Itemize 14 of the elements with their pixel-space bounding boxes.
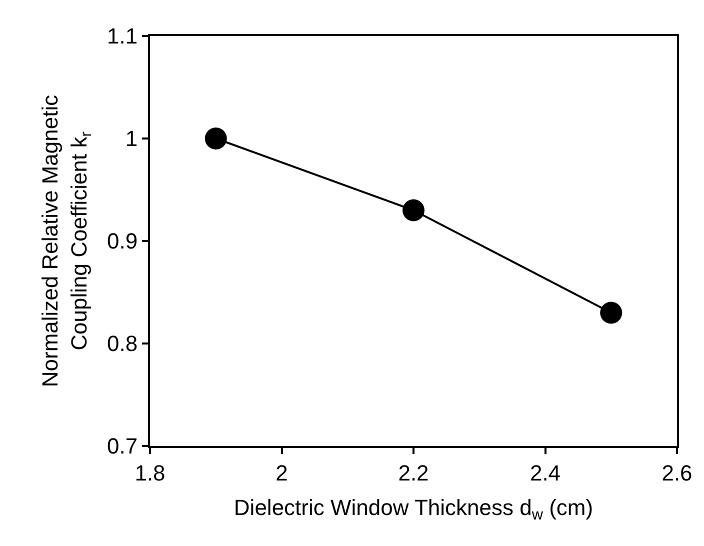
point: [600, 302, 622, 324]
y-tick-label: 0.9: [107, 228, 138, 254]
y-tick-label: 0.8: [107, 331, 138, 356]
y-tick-label: 0.7: [107, 434, 138, 459]
x-tick-label: 2: [276, 460, 288, 486]
x-tick-label: 2.4: [530, 460, 561, 486]
x-tick-label: 1.8: [134, 460, 166, 486]
point: [204, 128, 227, 150]
x-tick-label: 2.2: [398, 460, 429, 486]
x-tick-label: 2.6: [662, 460, 692, 486]
point: [402, 199, 424, 222]
x-axis-title: Dielectric Window Thickness d$_{w}$ (cm): [234, 494, 594, 524]
y-tick-label: 1.1: [107, 24, 138, 49]
y-tick-label: 1: [125, 126, 138, 152]
